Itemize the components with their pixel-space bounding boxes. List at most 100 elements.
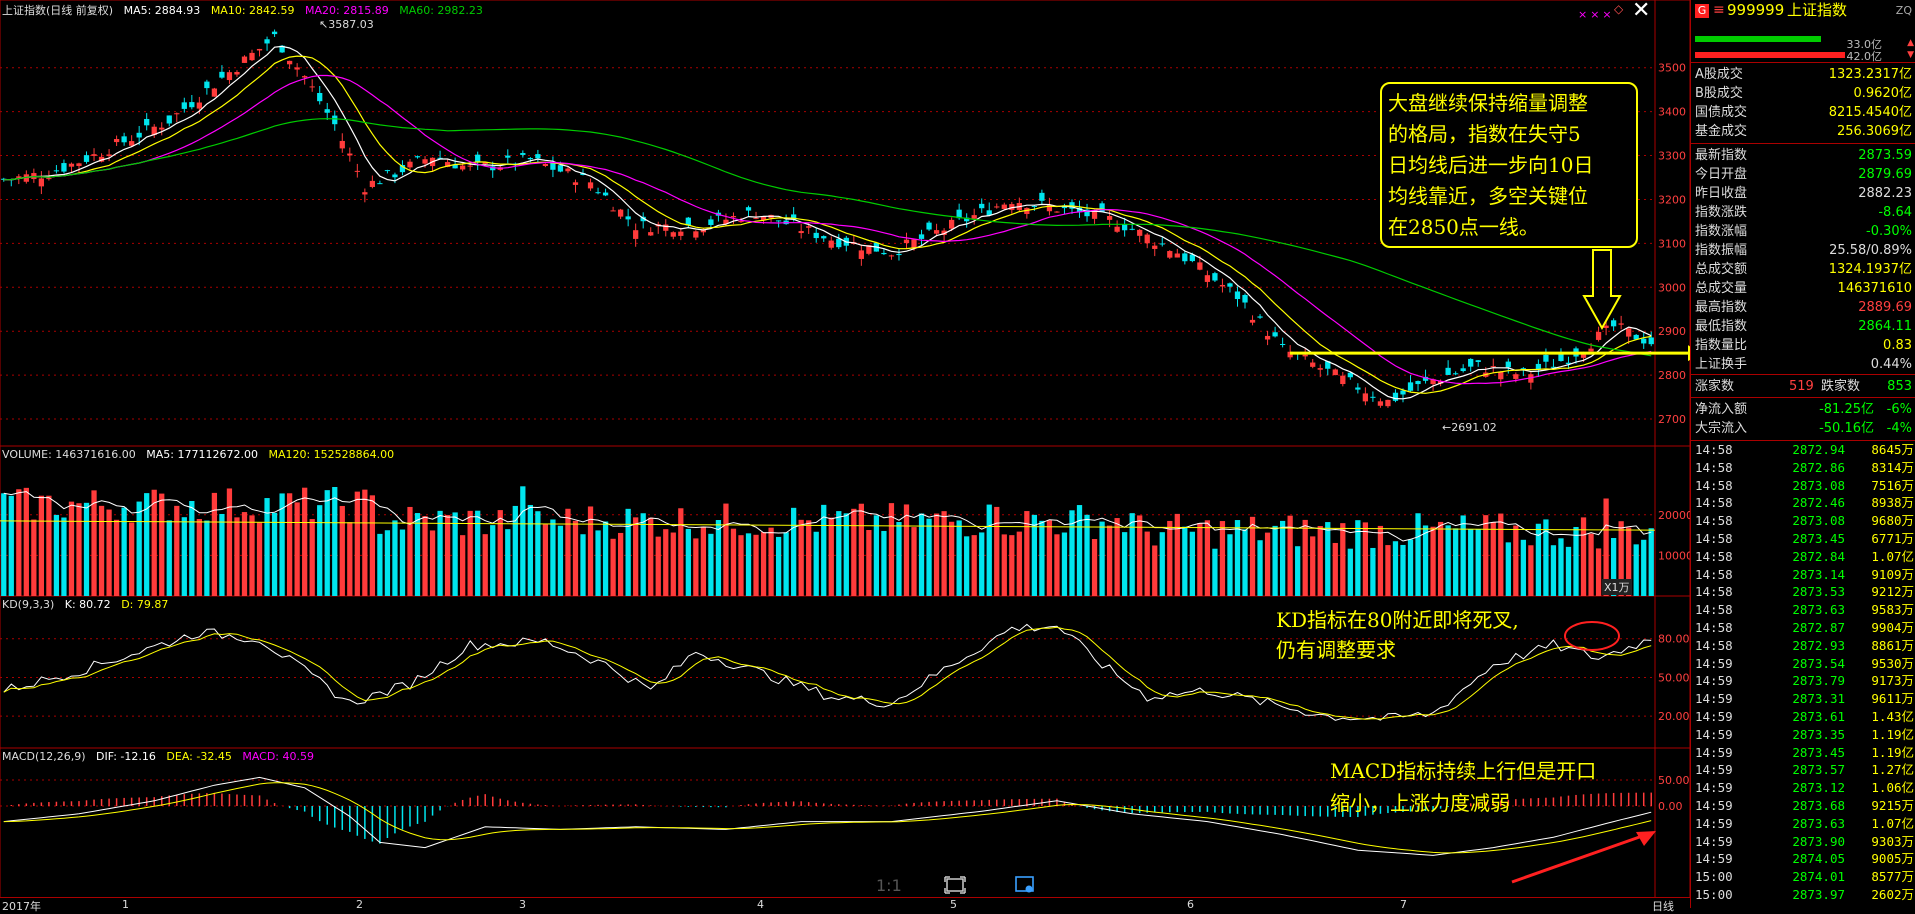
volume-bar <box>1498 513 1504 596</box>
candle-body <box>106 154 112 157</box>
tick-time: 14:58 <box>1695 602 1733 618</box>
tick-volume: 1.19亿 <box>1871 726 1914 742</box>
candle-body <box>948 219 955 229</box>
tick-volume: 1.07亿 <box>1871 815 1914 831</box>
candle-body <box>1122 224 1128 231</box>
volume-bar <box>1106 525 1113 596</box>
macd-chart[interactable]: 50.00 0.00 <box>0 748 1690 898</box>
volume-bar <box>279 493 285 596</box>
candle-body <box>264 39 270 44</box>
volume-bar <box>1009 535 1015 596</box>
price-pane[interactable]: 3500 3400 3300 3200 3100 3000 2900 2800 2700 上证指… <box>0 0 1690 446</box>
candle-body <box>1407 382 1414 391</box>
volume-bar <box>23 487 29 596</box>
candle-body <box>144 118 150 126</box>
date-axis: 2017年 1 2 3 4 5 6 7 日线 <box>0 897 1690 913</box>
volume-bar <box>903 504 910 596</box>
candle-body <box>565 168 571 172</box>
diamond-icon[interactable]: ◇ <box>1614 2 1624 16</box>
volume-bar <box>1152 545 1158 596</box>
volume-bar <box>520 486 526 596</box>
tick-time: 14:59 <box>1695 726 1733 742</box>
ma20-value: MA20: 2815.89 <box>305 4 389 17</box>
volume-chart[interactable]: 20000 10000 <box>0 446 1690 596</box>
callout-arrow <box>1582 249 1622 331</box>
tick-row: 14:59 2873.35 1.19亿 <box>1695 726 1914 744</box>
price-chart[interactable]: 3500 3400 3300 3200 3100 3000 2900 2800 2700 <box>0 0 1690 446</box>
tick-row: 14:59 2873.63 1.07亿 <box>1695 815 1914 833</box>
tick-price: 2873.97 <box>1792 887 1845 902</box>
kd-chart[interactable]: 80.00 50.00 20.00 <box>0 596 1690 748</box>
window-dots-icon[interactable]: ××× <box>1578 8 1615 21</box>
volume-bar <box>1016 531 1022 596</box>
candle-body <box>821 236 827 239</box>
kd-pane[interactable]: 80.00 50.00 20.00 KD(9,3,3) K: 80.72 D: 79… <box>0 596 1690 748</box>
volume-bar <box>256 522 263 596</box>
stat-value: 2873.59 <box>1858 148 1912 163</box>
kline-chart-area[interactable]: 3500 3400 3300 3200 3100 3000 2900 2800 2700 上证指… <box>0 0 1690 913</box>
zoom-ratio[interactable]: 1:1 <box>876 876 902 895</box>
macd-pane[interactable]: 50.00 0.00 MACD(12,26,9) DIF: -12.16 DEA:… <box>0 748 1690 898</box>
volume-bar <box>971 535 977 596</box>
volume-bar <box>617 532 624 596</box>
volume-bar <box>189 501 195 596</box>
index-code: 999999 <box>1727 1 1785 19</box>
menu-icon[interactable]: ≡ <box>1713 2 1725 18</box>
stat-label: 最低指数 <box>1695 319 1748 334</box>
candle-body <box>670 232 676 237</box>
fullscreen-icon[interactable] <box>944 876 966 894</box>
candle-body <box>294 67 300 70</box>
volume-bar <box>1362 522 1369 596</box>
tick-row: 14:58 2873.53 9212万 <box>1695 583 1914 601</box>
flow-value: -81.25亿 <box>1819 402 1874 417</box>
tick-time: 14:58 <box>1695 459 1733 475</box>
volume-bar <box>174 505 180 596</box>
volume-pane[interactable]: 20000 10000 VOLUME: 146371616.00 MA5: 177… <box>0 446 1690 596</box>
candle-body <box>956 209 962 219</box>
volume-bar <box>1061 532 1068 596</box>
macd-dea: DEA: -32.45 <box>166 750 232 763</box>
volume-bar <box>497 510 503 596</box>
candle-body <box>775 220 782 222</box>
volume-bar <box>1370 547 1376 596</box>
flow-row: 净流入额 -81.25亿 -6% <box>1695 400 1912 419</box>
settings-icon[interactable] <box>1014 876 1036 894</box>
tick-row: 14:58 2872.93 8861万 <box>1695 637 1914 655</box>
volume-bar <box>1144 531 1150 596</box>
candle-body <box>858 250 864 259</box>
date-label: 2 <box>356 898 363 911</box>
stat-row: 指数涨幅 -0.30% <box>1695 222 1912 241</box>
tick-time: 14:59 <box>1695 691 1733 707</box>
volume-bar <box>640 513 646 596</box>
volume-bar <box>53 514 60 596</box>
period-label[interactable]: 日线 <box>1652 900 1674 913</box>
volume-bar <box>347 522 353 596</box>
tick-row: 14:58 2873.63 9583万 <box>1695 601 1914 619</box>
tick-time: 14:59 <box>1695 851 1733 867</box>
volume-bar <box>678 508 684 596</box>
volume-bar <box>926 518 932 596</box>
price-tick-label: 3500 <box>1658 62 1686 75</box>
candle-body <box>918 234 925 239</box>
volume-bar <box>1648 528 1654 596</box>
volume-bar <box>1189 531 1195 596</box>
kd-tick-label: 80.00 <box>1658 633 1690 646</box>
candle-body <box>1152 245 1158 249</box>
volume-bar <box>1550 545 1557 596</box>
breadth-row: 涨家数 519 跌家数 853 <box>1695 377 1912 396</box>
volume-bar <box>317 505 323 596</box>
candle-body <box>196 102 202 109</box>
index-tag: ZQ <box>1895 4 1912 17</box>
candle-body <box>663 224 669 231</box>
quote-header[interactable]: G ≡ 999999 上证指数 ZQ <box>1695 1 1912 25</box>
volume-bar <box>633 517 639 596</box>
volume-bar <box>1392 541 1399 596</box>
volume-bar <box>61 517 67 596</box>
date-label: 5 <box>950 898 957 911</box>
candle-body <box>1137 229 1143 236</box>
candle-body <box>1513 374 1519 379</box>
kd-d-value: D: 79.87 <box>121 598 169 611</box>
candle-body <box>286 60 293 65</box>
close-icon[interactable]: ✕ <box>1632 0 1651 23</box>
candle-body <box>738 221 744 223</box>
